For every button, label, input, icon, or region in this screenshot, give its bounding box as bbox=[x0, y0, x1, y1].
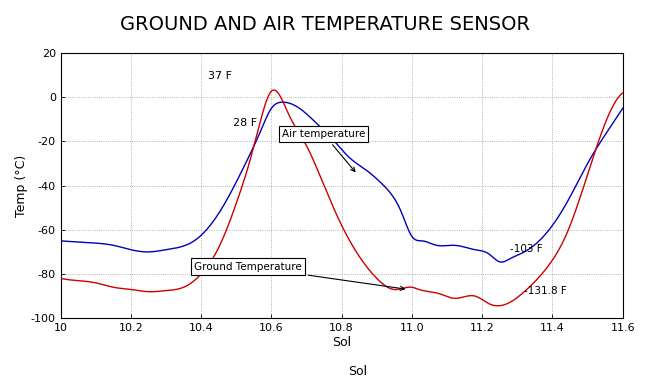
Text: Ground Temperature: Ground Temperature bbox=[194, 262, 404, 290]
Text: -103 F: -103 F bbox=[510, 244, 543, 254]
Y-axis label: Temp (°C): Temp (°C) bbox=[15, 155, 28, 217]
Text: 28 F: 28 F bbox=[233, 118, 257, 128]
Text: GROUND AND AIR TEMPERATURE SENSOR: GROUND AND AIR TEMPERATURE SENSOR bbox=[120, 15, 530, 34]
Text: Air temperature: Air temperature bbox=[282, 129, 365, 172]
Text: -131.8 F: -131.8 F bbox=[525, 286, 567, 296]
Text: 37 F: 37 F bbox=[208, 70, 232, 80]
X-axis label: Sol: Sol bbox=[332, 336, 351, 349]
Text: Sol: Sol bbox=[348, 365, 367, 378]
